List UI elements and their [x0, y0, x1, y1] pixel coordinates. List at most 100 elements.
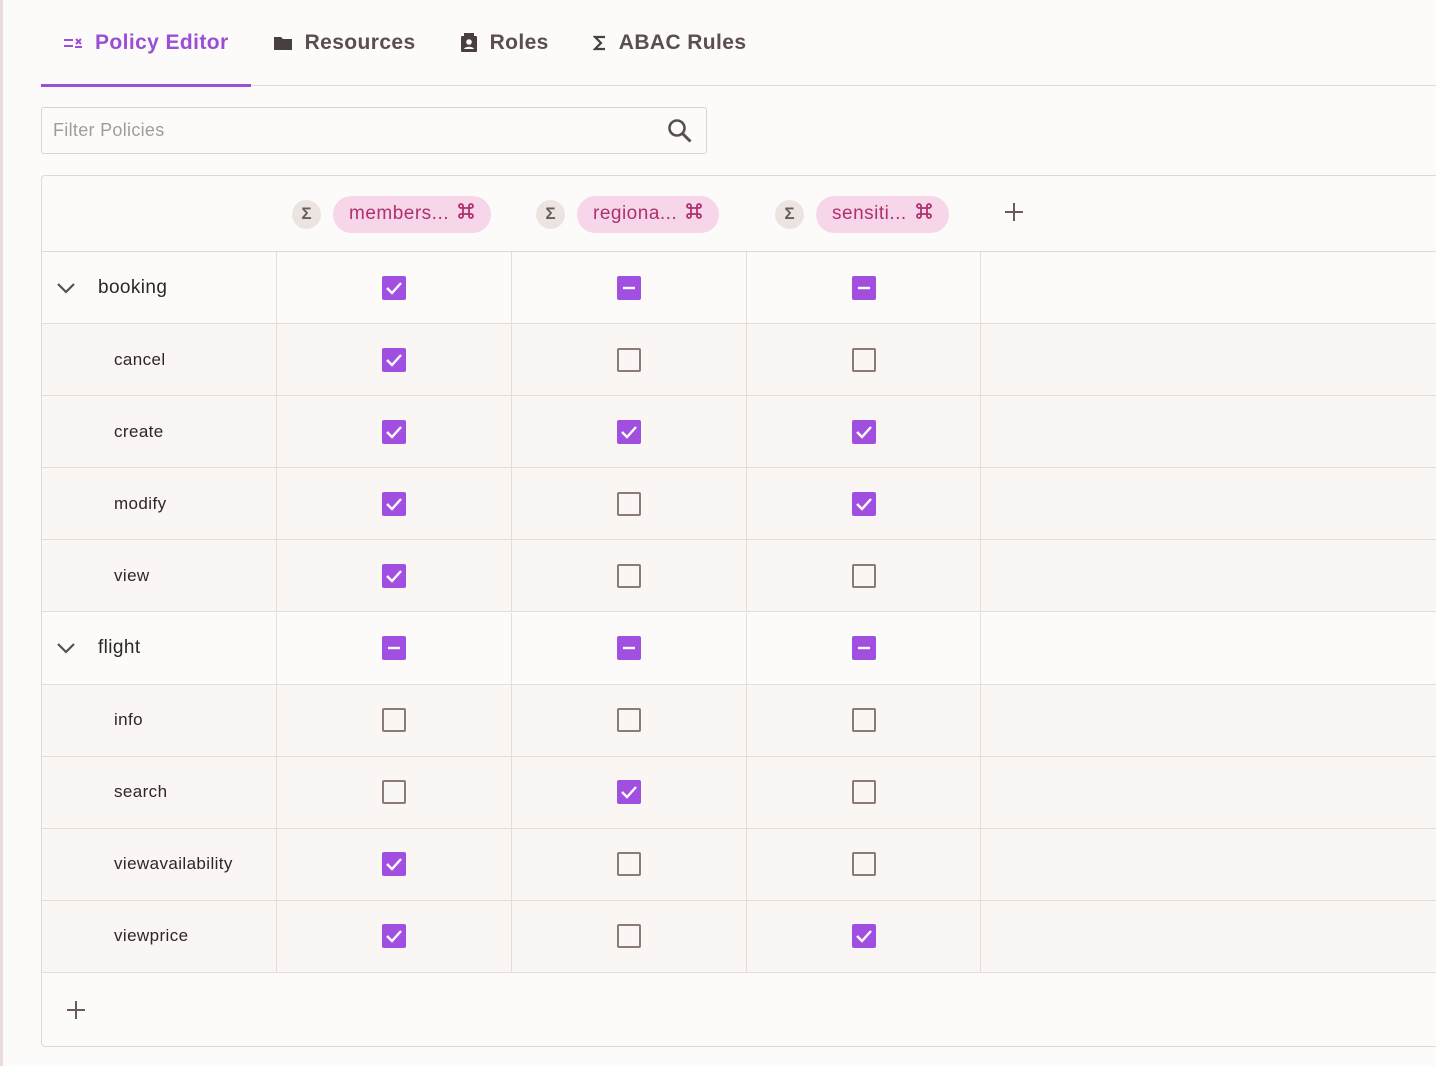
row-name-cell: booking — [42, 252, 277, 323]
checkbox-indeterminate[interactable] — [851, 636, 876, 660]
grid-header: Σ members... Σ regiona... Σ sensiti... — [42, 176, 1436, 252]
action-row: info — [42, 684, 1436, 757]
action-row: cancel — [42, 324, 1436, 397]
search-icon[interactable] — [654, 108, 706, 153]
checkbox-unchecked[interactable] — [851, 780, 876, 805]
permission-cell — [512, 828, 747, 900]
action-row: search — [42, 756, 1436, 829]
checkbox-unchecked[interactable] — [617, 347, 641, 372]
sigma-badge: Σ — [775, 199, 804, 229]
checkbox-indeterminate[interactable] — [382, 636, 406, 660]
chip-label: members... — [349, 203, 450, 224]
filter-policies-field — [41, 107, 707, 154]
tab-resources[interactable]: Resources — [251, 0, 438, 86]
tab-policy-editor[interactable]: Policy Editor — [41, 0, 251, 87]
column-header: Σ members... — [292, 195, 492, 233]
chevron-down-icon[interactable] — [56, 642, 76, 654]
tab-roles[interactable]: Roles — [438, 0, 571, 86]
checkbox-unchecked[interactable] — [851, 708, 876, 733]
permission-cell — [277, 684, 512, 756]
empty-cell — [981, 324, 1436, 396]
checkbox-checked[interactable] — [851, 924, 876, 949]
checkbox-checked[interactable] — [382, 275, 406, 300]
policy-editor-icon — [63, 36, 83, 50]
permission-cell — [747, 540, 981, 612]
permission-cell — [512, 396, 747, 468]
action-label: viewavailability — [114, 854, 233, 874]
add-column-button[interactable] — [998, 196, 1030, 228]
row-name-cell: create — [42, 396, 277, 468]
resource-row: flight — [42, 612, 1436, 685]
checkbox-checked[interactable] — [382, 491, 406, 516]
action-label: view — [114, 565, 150, 585]
window-left-edge — [0, 0, 3, 1066]
checkbox-checked[interactable] — [382, 347, 406, 372]
permission-cell — [747, 900, 981, 972]
checkbox-unchecked[interactable] — [617, 708, 641, 733]
checkbox-unchecked[interactable] — [851, 563, 876, 588]
tab-abac-rules[interactable]: ABAC Rules — [571, 0, 769, 86]
tab-label: Roles — [489, 31, 549, 54]
add-row-button[interactable] — [60, 994, 92, 1026]
empty-cell — [981, 540, 1436, 612]
roles-icon — [460, 33, 478, 53]
row-name-cell: cancel — [42, 324, 277, 396]
checkbox-checked[interactable] — [851, 491, 876, 516]
filter-policies-input[interactable] — [42, 108, 654, 153]
permission-cell — [512, 612, 747, 684]
column-chip[interactable]: regiona... — [577, 195, 720, 233]
permission-cell — [277, 828, 512, 900]
empty-cell — [981, 252, 1436, 323]
checkbox-unchecked[interactable] — [382, 780, 406, 805]
checkbox-checked[interactable] — [617, 780, 641, 805]
row-name-cell: viewprice — [42, 900, 277, 972]
action-row: viewavailability — [42, 828, 1436, 901]
checkbox-checked[interactable] — [382, 852, 406, 877]
row-name-cell: view — [42, 540, 277, 612]
permission-cell — [512, 684, 747, 756]
resource-label: flight — [98, 637, 141, 658]
checkbox-checked[interactable] — [382, 924, 406, 949]
checkbox-indeterminate[interactable] — [851, 275, 876, 300]
permission-cell — [277, 468, 512, 540]
checkbox-unchecked[interactable] — [617, 924, 641, 949]
checkbox-indeterminate[interactable] — [617, 636, 641, 660]
resource-label: booking — [98, 276, 168, 298]
checkbox-indeterminate[interactable] — [617, 275, 641, 300]
checkbox-checked[interactable] — [617, 419, 641, 444]
checkbox-unchecked[interactable] — [617, 491, 641, 516]
checkbox-unchecked[interactable] — [382, 708, 406, 733]
action-label: info — [114, 710, 144, 730]
action-label: search — [114, 782, 168, 802]
checkbox-unchecked[interactable] — [617, 563, 641, 588]
row-name-cell: viewavailability — [42, 828, 277, 900]
chevron-down-icon[interactable] — [56, 282, 76, 294]
permission-cell — [277, 324, 512, 396]
permission-cell — [747, 252, 981, 323]
empty-cell — [981, 468, 1436, 540]
command-icon — [915, 202, 933, 226]
permission-cell — [277, 756, 512, 828]
permission-cell — [277, 396, 512, 468]
permission-cell — [747, 756, 981, 828]
command-icon — [457, 202, 475, 226]
row-name-cell: modify — [42, 468, 277, 540]
checkbox-checked[interactable] — [851, 419, 876, 444]
column-chip[interactable]: members... — [333, 195, 492, 233]
checkbox-unchecked[interactable] — [617, 852, 641, 877]
checkbox-unchecked[interactable] — [851, 347, 876, 372]
tab-label: Policy Editor — [95, 31, 229, 54]
column-chip[interactable]: sensiti... — [816, 195, 949, 233]
chip-label: sensiti... — [832, 203, 907, 224]
empty-cell — [981, 756, 1436, 828]
folder-icon — [273, 35, 293, 51]
action-label: cancel — [114, 349, 166, 369]
action-row: create — [42, 396, 1436, 469]
empty-cell — [981, 612, 1436, 684]
tab-label: ABAC Rules — [618, 31, 747, 54]
checkbox-checked[interactable] — [382, 563, 406, 588]
checkbox-checked[interactable] — [382, 419, 406, 444]
checkbox-unchecked[interactable] — [851, 852, 876, 877]
row-name-cell: search — [42, 756, 277, 828]
column-header: Σ regiona... — [536, 195, 720, 233]
